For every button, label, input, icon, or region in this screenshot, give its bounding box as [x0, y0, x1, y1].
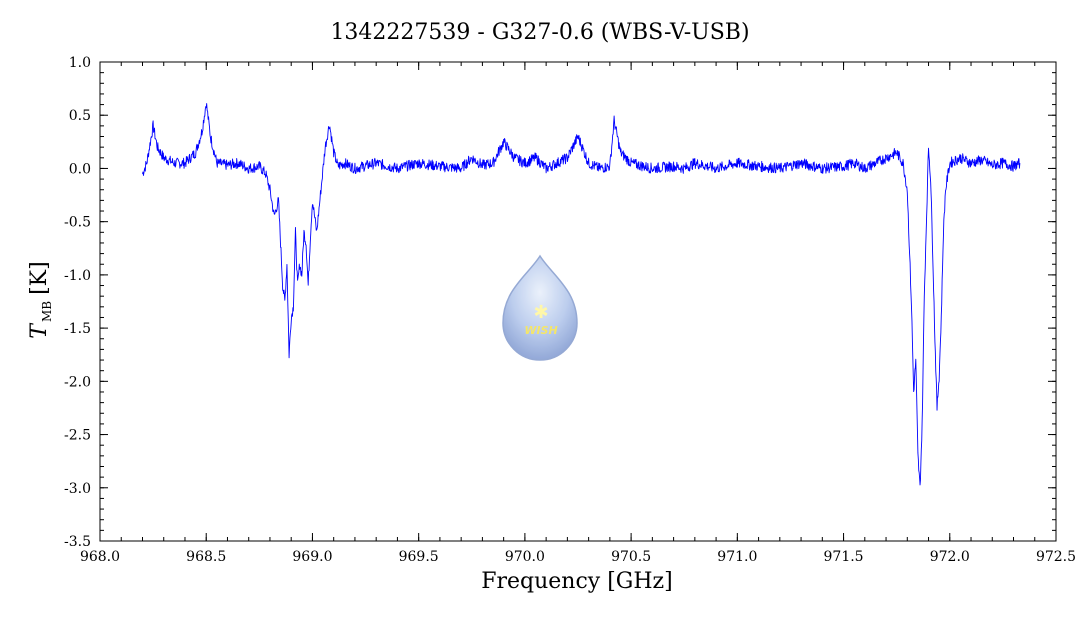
x-tick-label: 968.0 [80, 549, 120, 565]
y-tick-label: 0.0 [69, 161, 91, 177]
y-tick-label: 1.0 [69, 55, 91, 71]
logo-text: WISH [524, 324, 557, 337]
y-tick-label: -3.0 [64, 481, 91, 497]
x-axis-label: Frequency [GHz] [481, 569, 673, 594]
x-tick-label: 972.5 [1036, 549, 1076, 565]
x-tick-label: 970.0 [505, 549, 545, 565]
y-tick-label: -3.5 [64, 534, 91, 550]
svg-text:TMB[K]: TMB [K] [27, 261, 54, 338]
y-axis-label: TMB [K] [27, 261, 54, 338]
y-tick-label: 0.5 [69, 108, 91, 124]
x-tick-label: 969.0 [292, 549, 332, 565]
y-axis-label-unit: [K] [27, 261, 52, 295]
watermark-logo: ✱ WISH [502, 254, 578, 361]
x-tick-label: 970.5 [611, 549, 651, 565]
y-tick-label: -2.0 [64, 374, 91, 390]
water-drop-icon [502, 254, 578, 361]
axes: 968.0 968.5 969.0 969.5 970.0 970.5 971.0 971.5… [64, 55, 1076, 565]
x-tick-label: 971.5 [824, 549, 864, 565]
x-tick-label: 969.5 [399, 549, 439, 565]
y-tick-label: -1.0 [64, 268, 91, 284]
y-axis-label-symbol: T [27, 322, 52, 339]
plot-area [142, 103, 1021, 486]
spectrum-line [142, 103, 1021, 486]
plot-frame [99, 61, 1057, 542]
x-tick-label: 968.5 [186, 549, 226, 565]
y-tick-label: -1.5 [64, 321, 91, 337]
x-tick-label: 971.0 [717, 549, 757, 565]
x-tick-label: 972.0 [930, 549, 970, 565]
y-tick-label: -2.5 [64, 428, 91, 444]
y-tick-label: -0.5 [64, 215, 91, 231]
star-icon: ✱ [533, 302, 548, 323]
chart-title: 1342227539 - G327-0.6 (WBS-V-USB) [330, 20, 749, 45]
y-axis-label-subscript: MB [40, 301, 54, 322]
